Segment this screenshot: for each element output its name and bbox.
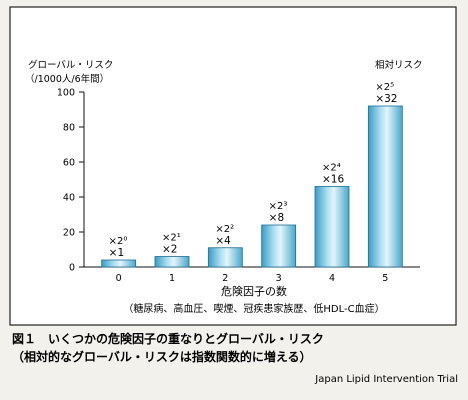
- relative-risk-multiplier: ×16: [322, 174, 344, 186]
- x-tick-label: 1: [169, 273, 175, 284]
- relative-risk-multiplier: ×32: [375, 93, 397, 105]
- relative-risk-power: ×2²: [215, 224, 234, 235]
- bar: [314, 186, 350, 268]
- figure-caption-note: （相対的なグローバル・リスクは指数関数的に増える）: [12, 349, 312, 364]
- y-axis-title-line2: （/1000人/6年間）: [25, 73, 109, 85]
- relative-risk-power: ×2¹: [162, 233, 181, 244]
- y-tick-label: 20: [63, 228, 75, 239]
- y-tick-label: 60: [63, 158, 75, 169]
- bar: [154, 256, 190, 268]
- y-tick-label: 80: [63, 123, 75, 134]
- bar: [261, 224, 297, 268]
- x-tick-label: 3: [276, 273, 282, 284]
- x-axis-title: 危険因子の数: [221, 285, 287, 298]
- bar: [101, 259, 137, 268]
- relative-risk-title: 相対リスク: [375, 59, 423, 71]
- y-axis-title-line1: グローバル・リスク: [28, 59, 113, 71]
- relative-risk-multiplier: ×1: [109, 247, 124, 259]
- source-credit: Japan Lipid Intervention Trial: [314, 374, 458, 385]
- x-tick-label: 2: [222, 273, 228, 284]
- x-tick-label: 5: [382, 273, 388, 284]
- relative-risk-power: ×2⁰: [109, 236, 128, 247]
- figure-caption: 図１ いくつかの危険因子の重なりとグローバル・リスク: [12, 331, 324, 346]
- x-axis-note: （糖尿病、高血圧、喫煙、冠疾患家族歴、低HDL-C血症）: [123, 302, 384, 315]
- relative-risk-multiplier: ×2: [162, 244, 177, 256]
- bar: [367, 105, 403, 268]
- bar: [207, 247, 243, 268]
- y-tick-label: 100: [57, 88, 75, 99]
- relative-risk-power: ×2⁵: [375, 82, 394, 93]
- x-tick-label: 4: [329, 273, 335, 284]
- relative-risk-power: ×2⁴: [322, 163, 341, 174]
- y-tick-label: 40: [63, 193, 75, 204]
- relative-risk-power: ×2³: [269, 201, 288, 212]
- relative-risk-multiplier: ×4: [215, 235, 231, 247]
- relative-risk-multiplier: ×8: [269, 212, 284, 224]
- y-tick-label: 0: [69, 263, 75, 274]
- x-tick-label: 0: [116, 273, 122, 284]
